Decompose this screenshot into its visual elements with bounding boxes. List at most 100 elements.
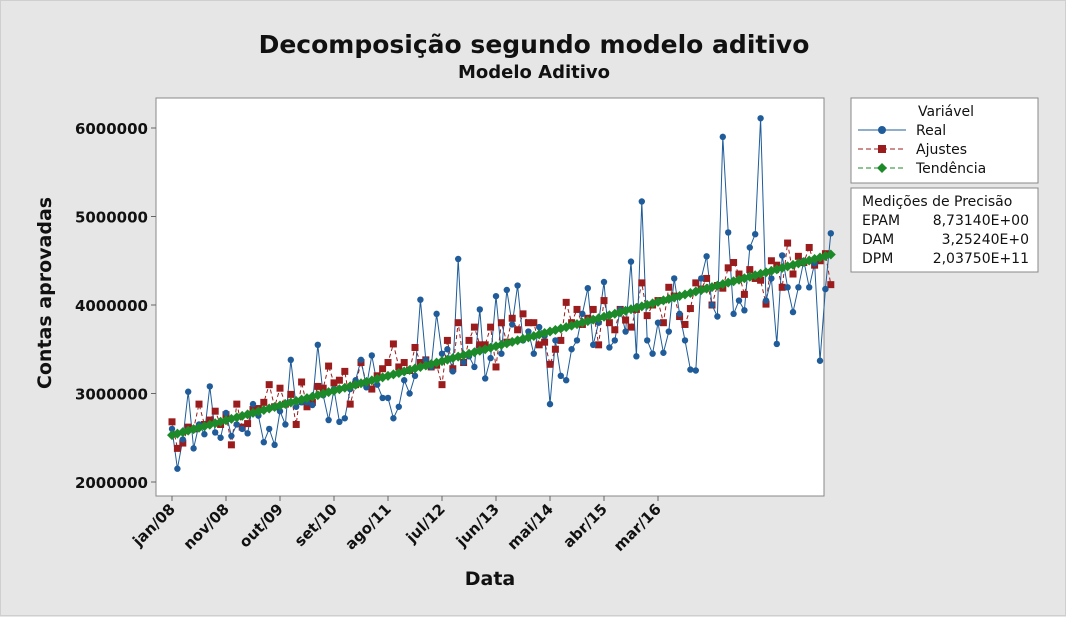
- ajustes-point: [659, 319, 667, 327]
- real-point: [644, 337, 651, 344]
- ajustes-point: [643, 312, 651, 320]
- ajustes-point: [260, 398, 268, 406]
- real-point: [174, 465, 181, 472]
- ajustes-point: [600, 297, 608, 305]
- real-point: [638, 198, 645, 205]
- real-point: [692, 367, 699, 374]
- real-point: [719, 133, 726, 141]
- ajustes-point: [335, 376, 343, 384]
- legend-title: Variável: [918, 104, 974, 120]
- x-tick-label: abr/15: [559, 500, 610, 551]
- real-point: [492, 292, 500, 300]
- real-point: [752, 231, 759, 238]
- ajustes-point: [330, 379, 338, 387]
- real-point: [309, 401, 316, 409]
- real-point: [363, 384, 370, 391]
- real-point: [816, 357, 824, 364]
- real-point: [795, 284, 802, 291]
- real-point: [476, 306, 483, 313]
- ajustes-point: [168, 418, 176, 426]
- ajustes-point: [319, 384, 327, 392]
- real-point: [222, 409, 230, 417]
- ajustes-point: [784, 239, 792, 247]
- legend-real-marker: [878, 126, 886, 134]
- real-point: [708, 301, 716, 309]
- real-point: [746, 244, 753, 251]
- real-point: [282, 421, 289, 428]
- ajustes-point: [379, 365, 387, 373]
- accuracy-value-epam: 8,73140E+00: [933, 213, 1029, 229]
- ajustes-point: [384, 359, 392, 367]
- real-point: [185, 388, 192, 395]
- accuracy-label-dpm: DPM: [862, 251, 893, 267]
- y-tick-label: 5000000: [75, 209, 148, 227]
- real-point: [276, 408, 284, 415]
- ajustes-point: [179, 439, 187, 447]
- real-point: [395, 403, 402, 410]
- ajustes-point: [789, 270, 797, 278]
- ajustes-point: [794, 252, 802, 260]
- real-point: [698, 275, 705, 282]
- real-point: [487, 354, 494, 362]
- real-point: [725, 229, 732, 236]
- real-point: [557, 372, 564, 379]
- ajustes-point: [173, 444, 181, 452]
- real-point: [627, 258, 635, 265]
- ajustes-point: [573, 305, 581, 313]
- ajustes-point: [541, 338, 549, 346]
- ajustes-point: [757, 276, 765, 284]
- ajustes-point: [778, 283, 786, 291]
- ajustes-point: [438, 381, 446, 389]
- ajustes-point: [665, 283, 673, 291]
- ajustes-point: [703, 274, 711, 282]
- real-point: [633, 353, 640, 360]
- legend-tendencia-marker: [877, 163, 887, 173]
- ajustes-point: [265, 381, 273, 389]
- ajustes-point: [292, 420, 300, 428]
- ajustes-point: [465, 336, 473, 344]
- ajustes-point: [492, 363, 500, 371]
- ajustes-point: [476, 341, 484, 349]
- real-point: [368, 352, 375, 359]
- real-point: [341, 415, 348, 422]
- real-point: [584, 284, 591, 292]
- real-point: [773, 340, 780, 348]
- real-point: [714, 313, 721, 320]
- real-point: [357, 356, 365, 364]
- ajustes-point: [735, 270, 743, 278]
- real-point: [239, 425, 246, 433]
- real-point: [827, 230, 834, 237]
- ajustes-point: [551, 345, 559, 353]
- real-point: [201, 431, 208, 438]
- real-point: [762, 297, 770, 304]
- x-tick-label: set/10: [291, 500, 341, 550]
- ajustes-point: [303, 403, 311, 411]
- real-point: [611, 337, 618, 344]
- accuracy-value-dam: 3,25240E+0: [942, 232, 1029, 248]
- ajustes-point: [454, 319, 462, 327]
- real-point: [249, 400, 257, 408]
- ajustes-point: [627, 323, 635, 331]
- real-point: [530, 350, 537, 357]
- ajustes-point: [314, 382, 322, 390]
- x-axis-ticks: jan/08 nov/08 out/09 set/10 ago/11 jul/12 jun/…: [128, 496, 665, 555]
- ajustes-point: [595, 341, 603, 349]
- y-axis-label: Contas aprovadas: [34, 197, 56, 389]
- ajustes-point: [411, 343, 419, 351]
- ajustes-point: [346, 400, 354, 408]
- x-tick-label: jul/12: [402, 500, 449, 547]
- real-point: [293, 403, 300, 410]
- real-point: [514, 282, 521, 289]
- tendencia-point: [804, 255, 815, 266]
- ajustes-point: [514, 326, 522, 334]
- ajustes-point: [746, 266, 754, 274]
- real-point: [806, 284, 813, 291]
- x-tick-label: mar/16: [610, 500, 665, 555]
- ajustes-point: [622, 316, 630, 324]
- real-point: [498, 350, 505, 357]
- real-point: [217, 434, 224, 441]
- ajustes-point: [233, 400, 241, 408]
- real-point: [406, 390, 413, 397]
- ajustes-point: [605, 319, 613, 327]
- real-point: [266, 425, 273, 433]
